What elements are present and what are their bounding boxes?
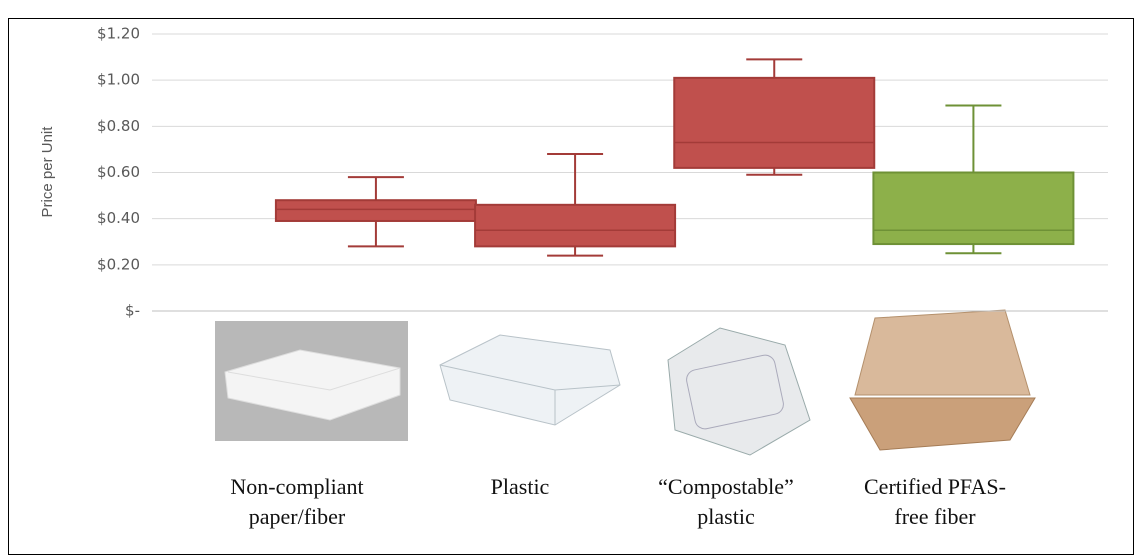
category-label: Plastic (490, 474, 550, 499)
y-tick-label: $0.80 (97, 117, 140, 135)
category-label: Certified PFAS- free fiber (864, 474, 1006, 529)
y-tick-label: $1.00 (97, 71, 140, 89)
y-axis-label: Price per Unit (39, 126, 56, 218)
box (274, 199, 477, 222)
y-tick-label: $0.20 (97, 255, 140, 273)
y-tick-label: $- (125, 302, 140, 320)
category-label: “Compostable” plastic (658, 474, 794, 529)
box (474, 203, 677, 248)
y-tick-label: $0.60 (97, 163, 140, 181)
y-tick-label: $0.40 (97, 209, 140, 227)
y-tick-label: $1.20 (97, 25, 140, 43)
box (673, 76, 876, 169)
box (872, 171, 1075, 246)
frame (8, 18, 1134, 555)
category-label: Non-compliant paper/fiber (230, 474, 364, 529)
product-images (215, 309, 1036, 456)
